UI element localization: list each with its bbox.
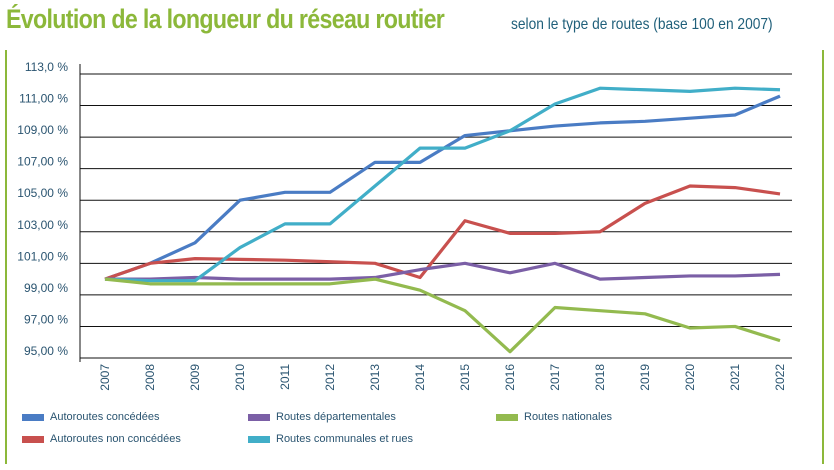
- legend-swatch: [248, 413, 270, 421]
- y-tick-label: 95,00 %: [24, 344, 68, 358]
- legend-item: Autoroutes concédées: [22, 411, 159, 423]
- y-tick-label: 111,00 %: [19, 92, 68, 106]
- x-tick-label: 2019: [638, 364, 652, 391]
- y-tick-label: 107,00 %: [17, 155, 68, 169]
- chart-frame: [5, 50, 824, 464]
- x-tick-label: 2020: [683, 364, 697, 391]
- y-tick-label: 105,00 %: [17, 186, 68, 200]
- y-tick-label: 97,00 %: [24, 312, 68, 326]
- x-tick-label: 2013: [368, 364, 382, 391]
- legend-item: Routes départementales: [248, 411, 396, 423]
- legend-label: Routes départementales: [276, 411, 396, 423]
- x-tick-label: 2008: [143, 364, 157, 391]
- x-tick-label: 2014: [413, 364, 427, 391]
- chart-title: Évolution de la longueur du réseau routi…: [6, 4, 445, 34]
- x-tick-label: 2016: [503, 364, 517, 391]
- legend-item: Routes communales et rues: [248, 433, 413, 445]
- chart-title-block: Évolution de la longueur du réseau routi…: [6, 4, 773, 35]
- y-tick-label: 109,00 %: [17, 123, 68, 137]
- series-line-2: [105, 261, 781, 281]
- legend-item: Routes nationales: [496, 411, 612, 423]
- x-tick-label: 2022: [773, 364, 787, 391]
- y-tick-label: 101,00 %: [17, 249, 68, 263]
- legend-swatch: [496, 413, 518, 421]
- x-tick-label: 2017: [548, 364, 562, 391]
- y-tick-label: 113,0 %: [25, 60, 68, 74]
- x-tick-label: 2012: [323, 364, 337, 391]
- legend-item: Autoroutes non concédées: [22, 433, 181, 445]
- series-line-3: [104, 86, 781, 283]
- series-line-4: [104, 277, 781, 354]
- series-line-1: [104, 184, 781, 281]
- legend-swatch: [248, 435, 270, 443]
- y-tick-label: 99,00 %: [24, 281, 68, 295]
- legend-label: Autoroutes concédées: [50, 411, 160, 423]
- x-tick-label: 2021: [728, 364, 742, 391]
- legend-label: Autoroutes non concédées: [50, 433, 181, 445]
- x-tick-label: 2011: [278, 364, 292, 390]
- chart-subtitle: selon le type de routes (base 100 en 200…: [511, 16, 773, 33]
- legend-swatch: [22, 413, 44, 421]
- legend-label: Routes nationales: [524, 411, 613, 423]
- legend-label: Routes communales et rues: [276, 433, 413, 445]
- x-tick-label: 2015: [458, 364, 472, 391]
- x-tick-label: 2018: [593, 364, 607, 391]
- x-tick-label: 2010: [233, 364, 247, 391]
- y-tick-label: 103,00 %: [17, 218, 68, 232]
- x-tick-label: 2009: [188, 364, 202, 391]
- legend-swatch: [22, 435, 44, 443]
- x-tick-label: 2007: [98, 364, 112, 391]
